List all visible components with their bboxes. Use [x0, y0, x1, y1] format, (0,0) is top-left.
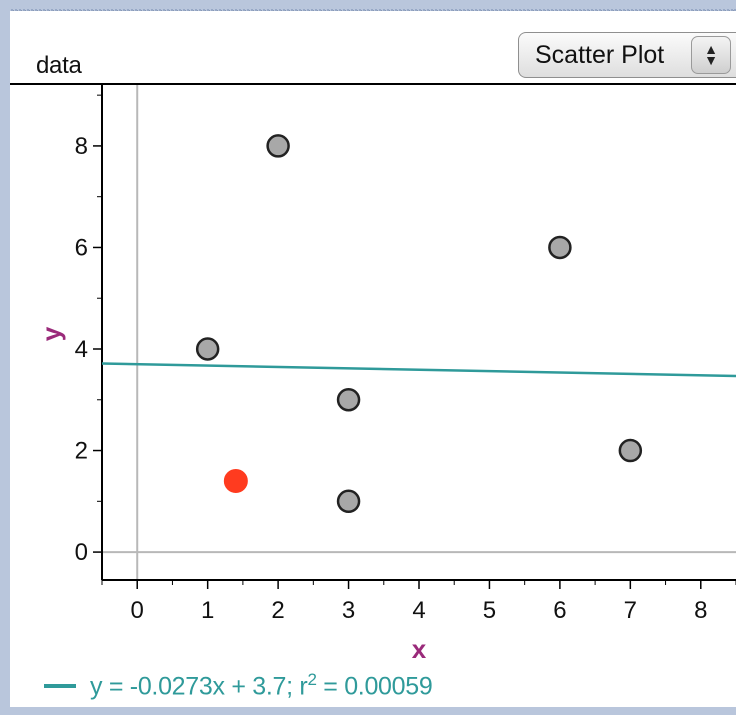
- regression-line-group: [102, 364, 736, 376]
- x-tick-label: 3: [342, 597, 355, 624]
- x-tick-label: 4: [412, 597, 425, 624]
- regression-line: [102, 364, 736, 376]
- data-point: [197, 339, 218, 360]
- data-points: [197, 135, 641, 511]
- y-tick-label: 0: [75, 539, 88, 566]
- y-tick-label: 2: [75, 438, 88, 465]
- data-point: [338, 389, 359, 410]
- x-tick-label: 5: [483, 597, 496, 624]
- y-tick-label: 4: [75, 336, 88, 363]
- zero-lines: [102, 85, 736, 580]
- regression-equation: y = -0.0273x + 3.7; r2 = 0.00059: [90, 670, 432, 701]
- highlighted-data-point: [224, 470, 247, 493]
- y-tick-label: 6: [75, 234, 88, 261]
- axis-labels: xy: [36, 326, 427, 664]
- y-tick-label: 8: [75, 133, 88, 160]
- axes: 0 1 2 3 4 5 6 7 8 0 2 4 6 8: [75, 85, 736, 624]
- x-tick-label: 1: [201, 597, 214, 624]
- x-axis-title: x: [412, 634, 427, 664]
- x-tick-label: 8: [694, 597, 707, 624]
- data-point: [268, 135, 289, 156]
- regression-legend: y = -0.0273x + 3.7; r2 = 0.00059: [44, 670, 432, 701]
- data-point: [338, 491, 359, 512]
- y-axis-title: y: [36, 326, 66, 341]
- x-tick-label: 6: [553, 597, 566, 624]
- x-tick-label: 0: [131, 597, 144, 624]
- data-point: [620, 440, 641, 461]
- x-tick-label: 7: [624, 597, 637, 624]
- x-tick-label: 2: [271, 597, 284, 624]
- data-point: [549, 237, 570, 258]
- legend-swatch-icon: [44, 684, 76, 688]
